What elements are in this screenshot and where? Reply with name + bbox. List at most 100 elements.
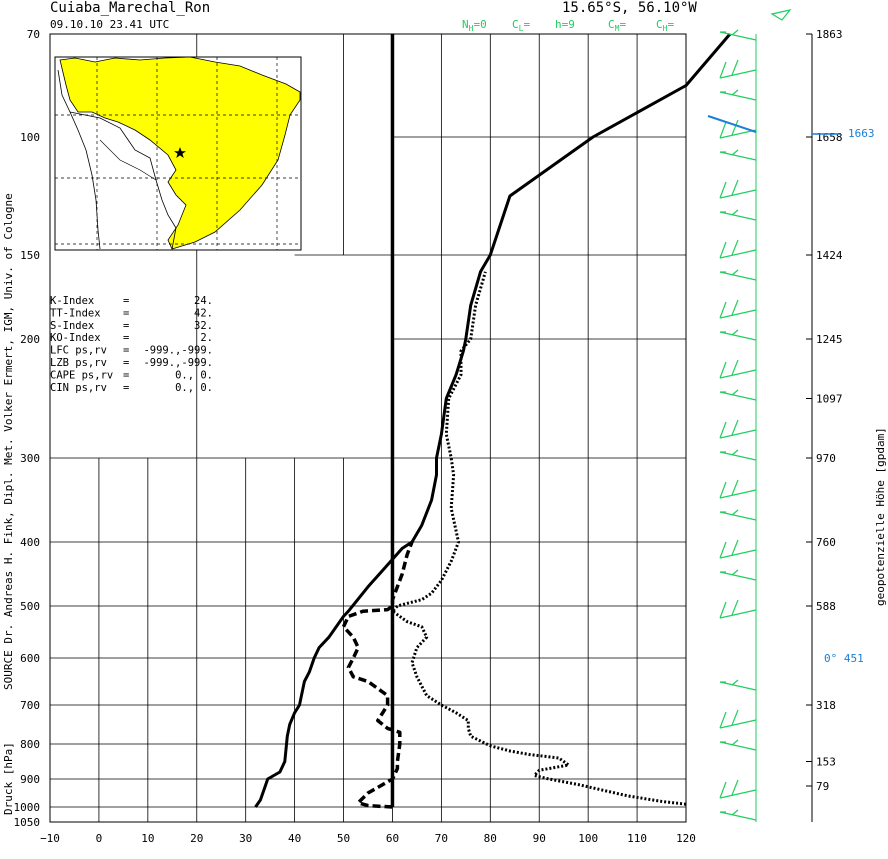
border-line — [69, 111, 177, 250]
y-tick-label: 700 — [20, 699, 40, 712]
wind-barb-icon — [731, 389, 739, 396]
x-tick-label: 90 — [533, 832, 546, 845]
index-value: 2. — [200, 332, 213, 344]
wind-barb-icon — [719, 211, 757, 221]
wind-barb-icon — [731, 149, 739, 156]
wind-barb-icon — [731, 359, 739, 376]
wind-barb-icon — [719, 781, 727, 799]
cloud-codes: NH=0 CL= h=9 CM= CH= — [462, 18, 674, 33]
height-label: 1097 — [816, 393, 843, 406]
station-title: Cuiaba_Marechal_Ron — [50, 0, 210, 16]
wind-barb-icon — [731, 569, 739, 576]
x-tick-label: 10 — [141, 832, 154, 845]
height-label: 1424 — [816, 249, 843, 262]
wind-barb-icon — [719, 789, 757, 799]
height-label: 318 — [816, 699, 836, 712]
wind-barb-icon — [731, 709, 739, 726]
datetime-label: 09.10.10 23.41 UTC — [50, 18, 169, 31]
coords-label: 15.65°S, 56.10°W — [562, 0, 697, 16]
wind-barb-icon — [731, 59, 739, 76]
wind-barb-icon — [731, 419, 739, 436]
y-tick-label: 100 — [20, 131, 40, 144]
x-tick-label: 40 — [288, 832, 301, 845]
profile-dashed — [341, 541, 414, 809]
wind-barb-icon — [731, 599, 739, 616]
wind-barb-icon — [719, 571, 757, 581]
index-eq: = — [123, 369, 129, 381]
right-axis-label: geopotenzielle Höhe [gpdam] — [874, 427, 887, 606]
wind-barb-icon — [719, 369, 757, 379]
index-name: LZB ps,rv — [50, 357, 107, 369]
profiles — [254, 33, 732, 809]
y-tick-label: 600 — [20, 652, 40, 665]
x-tick-label: 20 — [190, 832, 203, 845]
wind-barb-icon — [731, 509, 739, 516]
y-tick-label: 300 — [20, 452, 40, 465]
height-label: 1245 — [816, 333, 843, 346]
wind-barb-icon — [731, 809, 739, 816]
wind-barb-icon — [719, 481, 727, 499]
wind-barb-icon — [719, 549, 757, 559]
index-value: 24. — [194, 295, 213, 307]
zero-label: 0° 451 — [824, 652, 864, 665]
wind-barb-icon — [719, 429, 757, 439]
tropopause-label: 1663 — [848, 127, 875, 140]
wind-barb-icon — [719, 681, 757, 691]
wind-barb-icon — [719, 719, 757, 729]
cloud-code: NH=0 — [462, 18, 487, 33]
y-tick-label: 900 — [20, 773, 40, 786]
cloud-code: CL= — [512, 18, 530, 33]
y-tick-label: 1050 — [14, 816, 41, 829]
wind-barb-icon — [719, 541, 727, 559]
wind-barb-icon — [719, 241, 727, 259]
index-name: K-Index — [50, 295, 94, 307]
index-eq: = — [123, 357, 129, 369]
wind-barb-icon — [731, 449, 739, 456]
wind-barb-icon — [719, 601, 727, 619]
height-label: 1863 — [816, 28, 843, 41]
index-eq: = — [123, 295, 129, 307]
wind-barb-icon — [731, 679, 739, 686]
y-tick-label: 500 — [20, 600, 40, 613]
height-label: 79 — [816, 780, 829, 793]
index-name: KO-Index — [50, 332, 101, 344]
x-tick-label: 30 — [239, 832, 252, 845]
y-tick-label: 400 — [20, 536, 40, 549]
wind-barb-icon — [719, 69, 757, 79]
wind-barb-icon — [719, 249, 757, 259]
wind-barb-icon — [770, 9, 792, 21]
profile-solid — [254, 33, 732, 808]
wind-barb-icon — [719, 121, 727, 139]
index-name: CIN ps,rv — [50, 382, 107, 394]
wind-barb-icon — [719, 451, 757, 461]
wind-barb-icon — [719, 741, 757, 751]
axis-ticks: −10 0 10 20 30 40 50 60 70 80 90 100 110 120 70 100 150 2… — [14, 28, 696, 845]
wind-barb-icon — [719, 91, 757, 101]
y-tick-label: 200 — [20, 333, 40, 346]
wind-barb-icon — [719, 391, 757, 401]
index-name: CAPE ps,rv — [50, 369, 113, 381]
index-name: LFC ps,rv — [50, 345, 107, 357]
map-inset — [54, 56, 302, 251]
wind-barb-icon — [731, 779, 739, 796]
y-tick-label: 1000 — [14, 801, 41, 814]
index-name: TT-Index — [50, 307, 101, 319]
height-label: 1658 — [816, 131, 843, 144]
x-tick-label: −10 — [40, 832, 60, 845]
index-name: S-Index — [50, 320, 94, 332]
wind-barb-icon — [719, 151, 757, 161]
wind-barb-icon — [731, 479, 739, 496]
wind-barb-icon — [719, 129, 757, 139]
wind-barb-icon — [731, 29, 739, 36]
index-eq: = — [123, 332, 129, 344]
wind-barbs — [707, 9, 792, 822]
wind-barb-icon — [731, 539, 739, 556]
x-tick-label: 70 — [435, 832, 448, 845]
wind-barb-icon — [719, 421, 727, 439]
wind-barb-icon — [719, 61, 727, 79]
y-tick-label: 800 — [20, 738, 40, 751]
source-label: SOURCE Dr. Andreas H. Fink, Dipl. Met. V… — [2, 193, 15, 690]
index-value: -999.,-999. — [143, 357, 213, 369]
wind-barb-icon — [731, 179, 739, 196]
